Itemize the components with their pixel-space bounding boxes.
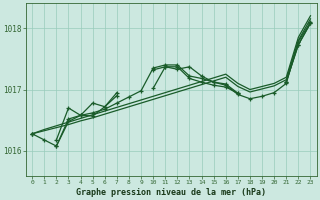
X-axis label: Graphe pression niveau de la mer (hPa): Graphe pression niveau de la mer (hPa) — [76, 188, 266, 197]
